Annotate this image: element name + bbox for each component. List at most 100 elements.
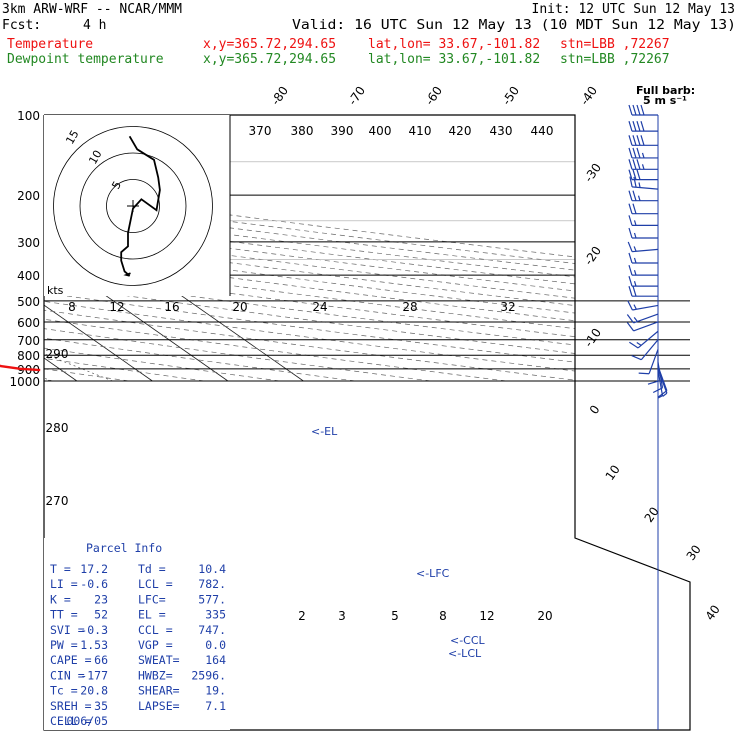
mixing-ratio-line: [0, 322, 5, 381]
wind-barb: [628, 169, 658, 181]
dry-adiabat: [44, 115, 690, 382]
parcel-value: -177: [80, 668, 108, 682]
parcel-value: 35: [94, 699, 108, 713]
mixing-ratio-label: 12: [479, 609, 494, 623]
parcel-key: Td =: [138, 562, 166, 576]
wind-barb: [627, 300, 659, 311]
isotherm-label: -70: [345, 84, 368, 108]
parcel-value: -0.6: [80, 577, 108, 591]
wind-barb: [628, 159, 658, 170]
parcel-key: SHEAR=: [138, 684, 180, 698]
mixing-ratio-line: [44, 321, 113, 382]
hodograph-tick-label: 20: [232, 300, 247, 314]
isotherm-label: 20: [642, 504, 662, 525]
parcel-key: SWEAT=: [138, 653, 180, 667]
parcel-key: CELL =: [50, 714, 92, 728]
parcel-key: K =: [50, 592, 71, 606]
hodograph-tick-label: 12: [109, 300, 124, 314]
mixing-ratio-label: 3: [338, 609, 346, 623]
level-annotations: <-EL <-LFC <-CCL<-LCL: [311, 425, 486, 660]
parcel-key: TT =: [50, 608, 78, 622]
theta-label: 390: [331, 124, 354, 138]
temperature-legend: Temperature: [7, 37, 93, 52]
pressure-tick-label: 300: [17, 236, 40, 250]
pressure-tick-label: 800: [17, 349, 40, 363]
temperature-station: stn=LBB ,72267: [560, 37, 670, 52]
level-annotation: <-CCL: [450, 634, 486, 647]
hodograph-ring: [106, 179, 160, 233]
parcel-value: 17.2: [80, 562, 108, 576]
pressure-tick-label: 500: [17, 295, 40, 309]
wind-barb: [628, 275, 658, 287]
wind-barb: [629, 330, 659, 349]
level-annotation: <-LCL: [448, 647, 482, 660]
temperature-latlon: lat,lon= 33.67,-101.82: [368, 37, 540, 52]
parcel-value: 10.4: [198, 562, 226, 576]
wind-barb: [628, 203, 658, 215]
dry-adiabat: [44, 115, 507, 382]
parcel-key: CAPE =: [50, 653, 92, 667]
mixing-ratio-label: 8: [439, 609, 447, 623]
theta-label: 420: [449, 124, 472, 138]
level-annotation: <-EL: [311, 425, 338, 438]
parcel-value: -0.3: [80, 623, 108, 637]
full-barb-unit: 5 m s⁻¹: [643, 94, 687, 107]
parcel-key: CCL =: [138, 623, 173, 637]
wind-barb: [657, 370, 664, 399]
theta-label: 410: [409, 124, 432, 138]
parcel-value: 782.: [198, 577, 226, 591]
parcel-key: LFC=: [138, 592, 166, 606]
parcel-key: VGP =: [138, 638, 173, 652]
isotherm-label: -20: [581, 244, 604, 268]
parcel-value: 164: [205, 653, 226, 667]
temperature-xy: x,y=365.72,294.65: [203, 37, 336, 52]
parcel-key: HWBZ=: [138, 668, 173, 682]
hodograph-units: kts: [47, 284, 64, 297]
parcel-key: LCL =: [138, 577, 173, 591]
mixing-ratio-label: 2: [298, 609, 306, 623]
fcst-label: Fcst:: [2, 18, 41, 33]
pressure-tick-label: 200: [17, 189, 40, 203]
wind-barb: [626, 313, 659, 324]
wind-barb: [628, 252, 658, 264]
hodograph-tick-label: 28: [402, 300, 417, 314]
wind-barb: [628, 264, 658, 276]
pressure-tick-label: 400: [17, 269, 40, 283]
wind-profile: [626, 104, 668, 730]
pressure-tick-label: 600: [17, 316, 40, 330]
wind-barb: [631, 339, 659, 361]
theta-label: 370: [249, 124, 272, 138]
parcel-key: LAPSE=: [138, 699, 180, 713]
parcel-key: SVI =: [50, 623, 85, 637]
isotherm-label: -60: [422, 84, 445, 108]
valid-time: Valid: 16 UTC Sun 12 May 13 (10 MDT Sun …: [292, 18, 736, 33]
theta-label: 400: [369, 124, 392, 138]
wind-barb: [626, 321, 659, 332]
isotherm-line: [44, 115, 229, 382]
parcel-key: EL =: [138, 608, 166, 622]
theta-label: 440: [531, 124, 554, 138]
hodograph-ring-label: 15: [63, 128, 81, 147]
parcel-value: 577.: [198, 592, 226, 606]
dry-adiabat: [44, 115, 658, 382]
level-annotation: <-LFC: [416, 567, 450, 580]
wind-barb: [628, 147, 658, 159]
parcel-value: 20.8: [80, 684, 108, 698]
dry-adiabat: [44, 115, 280, 382]
init-time: Init: 12 UTC Sun 12 May 13: [532, 2, 736, 17]
full-barb-label: Full barb:: [636, 84, 695, 97]
hodograph-ring-label: 10: [86, 148, 104, 167]
parcel-value: 52: [94, 608, 108, 622]
isotherm-label: -80: [268, 84, 291, 108]
wind-barb: [628, 190, 658, 202]
parcel-value: 1.53: [80, 638, 108, 652]
parcel-value: 0.0: [205, 638, 226, 652]
dewpoint-legend: Dewpoint temperature: [7, 52, 164, 67]
isotherm-label: -10: [581, 326, 604, 350]
pressure-tick-label: 700: [17, 334, 40, 348]
dewpoint-xy: x,y=365.72,294.65: [203, 52, 336, 67]
isotherm-line: [44, 115, 153, 382]
wind-barb: [628, 104, 658, 116]
